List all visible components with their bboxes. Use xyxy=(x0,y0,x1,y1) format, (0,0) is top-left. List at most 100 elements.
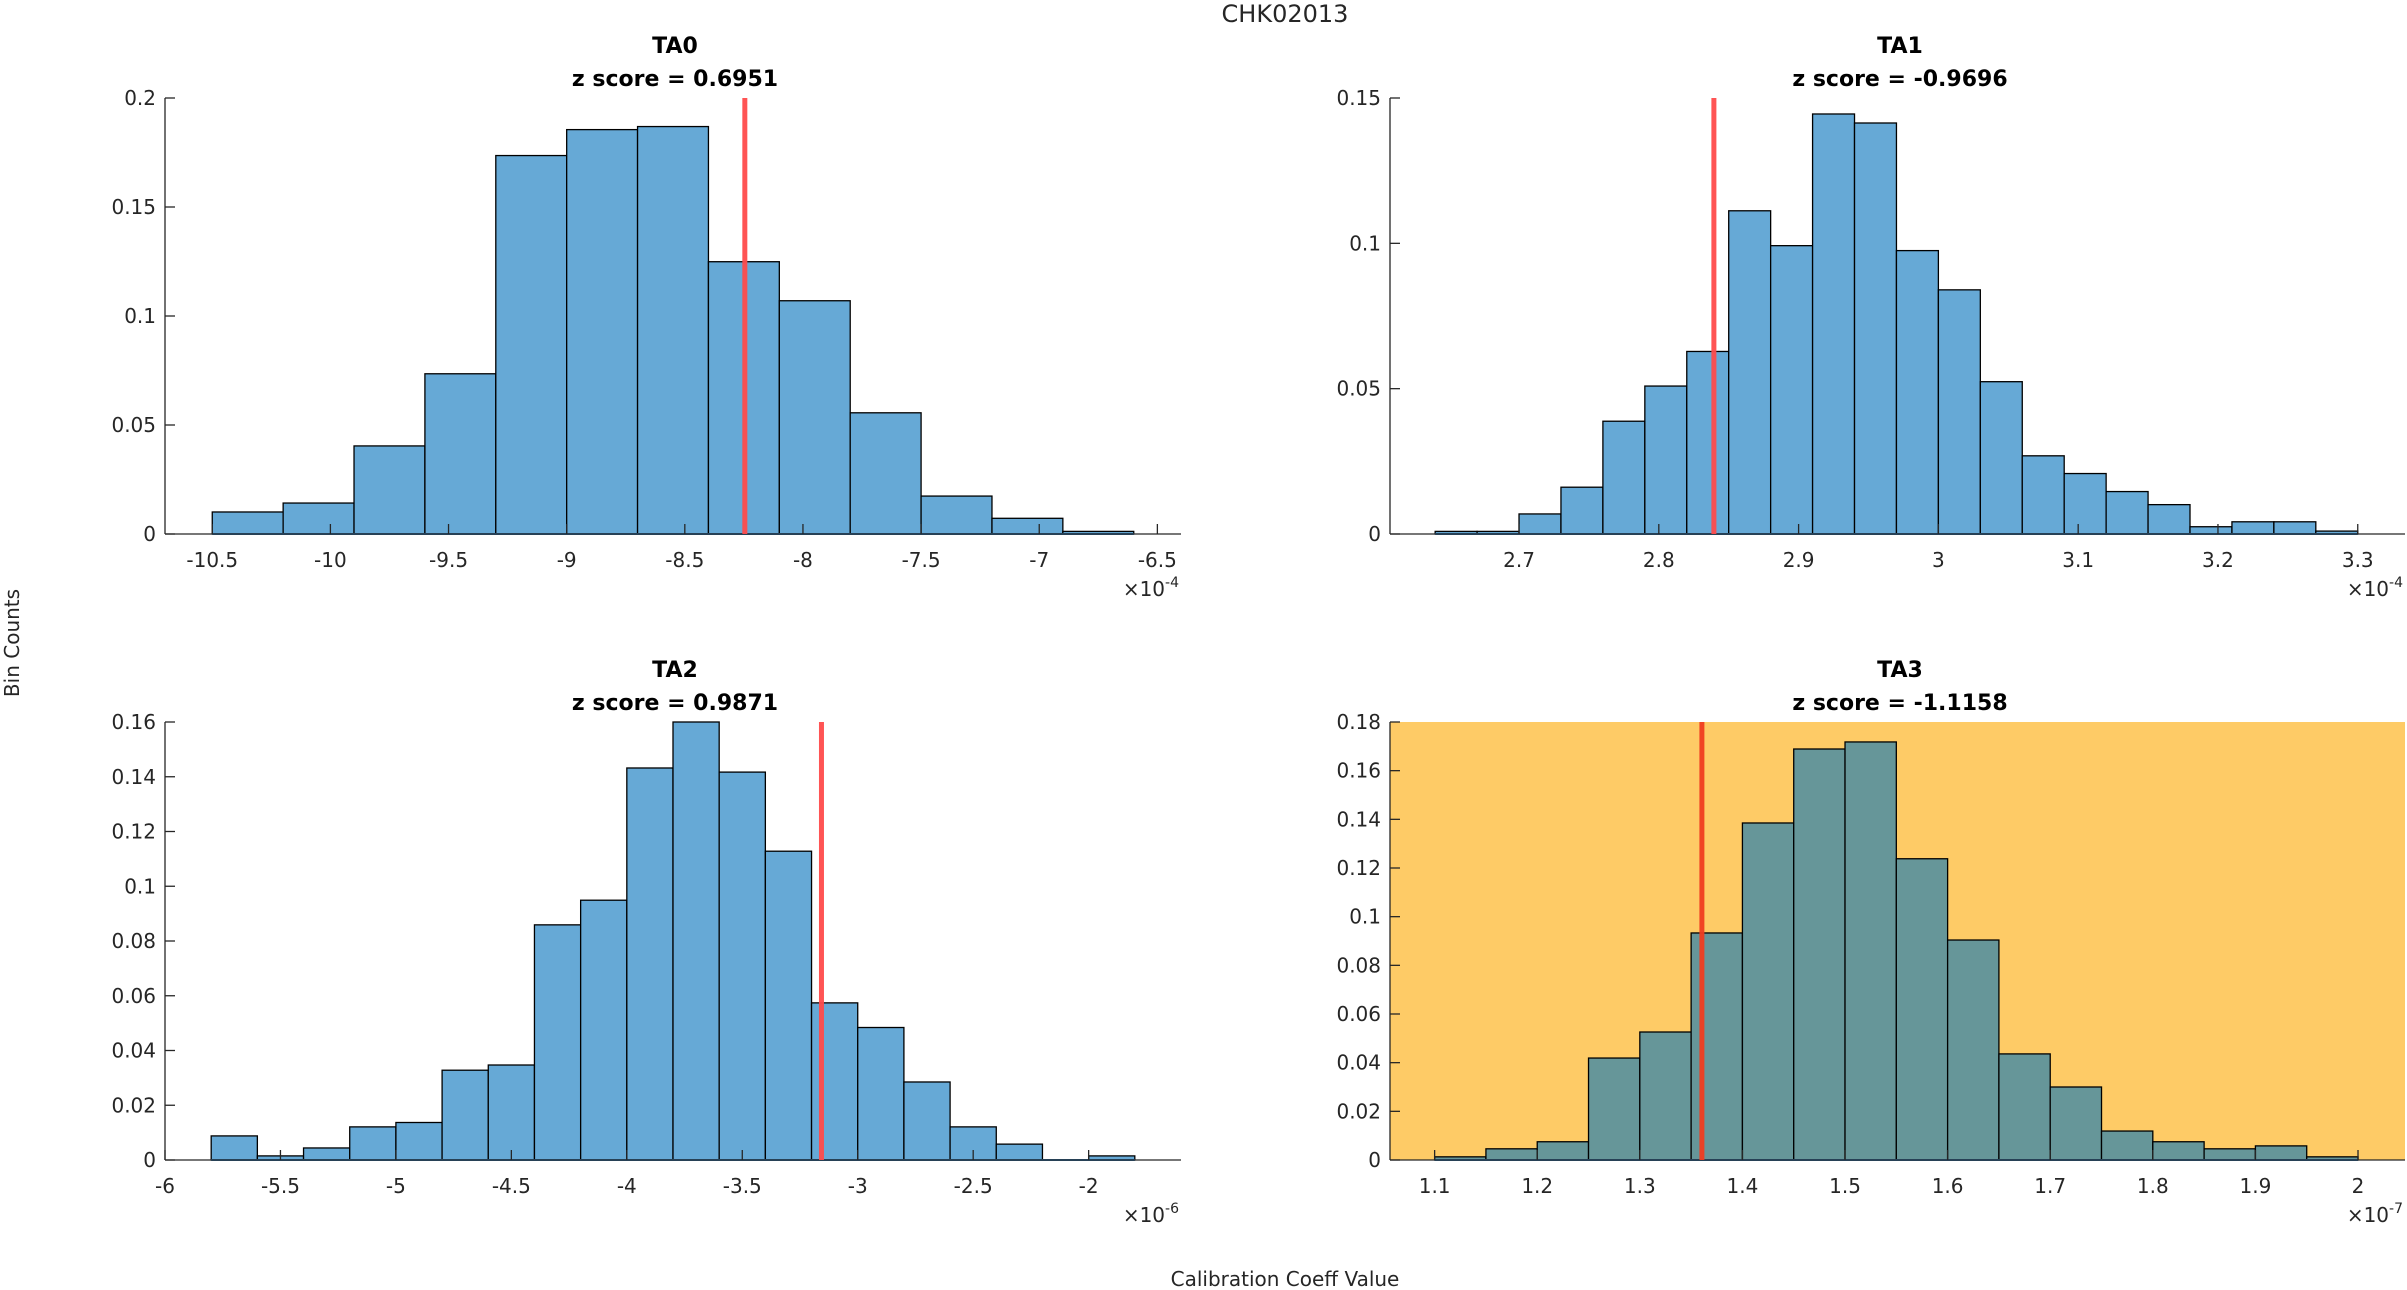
histogram-bar xyxy=(1485,1148,1538,1161)
histogram-bar xyxy=(487,1064,536,1161)
x-tick-label: -5 xyxy=(386,1174,406,1198)
y-tick-label: 0.02 xyxy=(1336,1099,1381,1123)
panel-title: TA3 xyxy=(1877,658,1923,683)
x-tick-label: -10 xyxy=(314,548,347,572)
y-tick-label: 0.12 xyxy=(1336,856,1381,880)
y-tick-label: 0.15 xyxy=(1336,86,1381,110)
x-tick-label: 3.2 xyxy=(2202,548,2234,572)
y-tick-label: 0.02 xyxy=(111,1093,156,1117)
x-tick-label: 1.9 xyxy=(2240,1174,2272,1198)
x-tick-label: -7.5 xyxy=(902,548,941,572)
histogram-bar xyxy=(1895,858,1949,1161)
y-tick-label: 0.16 xyxy=(1336,759,1381,783)
histogram-bar xyxy=(1937,289,1981,535)
x-tick-label: 1.1 xyxy=(1419,1174,1451,1198)
histogram-bar xyxy=(1639,1031,1692,1161)
histogram-bar xyxy=(2189,526,2233,535)
panel-title: TA1 xyxy=(1877,34,1923,59)
histogram-bar xyxy=(424,373,497,535)
histogram-bar xyxy=(778,300,851,535)
y-tick-label: 0.06 xyxy=(111,984,156,1008)
y-tick-label: 0.14 xyxy=(111,765,156,789)
histogram-bar xyxy=(210,1135,259,1161)
y-tick-label: 0.15 xyxy=(111,195,156,219)
x-tick-label: 1.2 xyxy=(1521,1174,1553,1198)
histogram-bar xyxy=(1946,939,2000,1161)
x-tick-label: 2.7 xyxy=(1503,548,1535,572)
histogram-bar xyxy=(1979,381,2023,535)
y-tick-label: 0 xyxy=(1368,1148,1381,1172)
x-tick-label: -2.5 xyxy=(954,1174,993,1198)
x-tick-label: -9.5 xyxy=(429,548,468,572)
y-tick-label: 0.08 xyxy=(1336,953,1381,977)
histogram-bar xyxy=(1690,932,1744,1161)
histogram-bar xyxy=(282,502,355,535)
histogram-bar xyxy=(302,1147,351,1161)
histogram-bar xyxy=(1998,1053,2051,1161)
panel-z-score: z score = -0.9696 xyxy=(1792,67,2007,92)
histogram-bar xyxy=(2021,455,2065,535)
histogram-bar xyxy=(2203,1148,2257,1161)
x-exponent-label: ×10-4 xyxy=(2347,575,2403,601)
histogram-bar xyxy=(353,445,426,535)
panel-title: TA0 xyxy=(652,34,698,59)
histogram-bar xyxy=(1518,513,1562,535)
x-tick-label: -6.5 xyxy=(1138,548,1177,572)
histogram-bar xyxy=(566,128,639,535)
panel-ta1: 0 0.05 0.1 0.15 2.7 2.8 2.9 3 3.1 3.2 3.3 ×10-4 TA1 z… xyxy=(1336,34,2405,601)
histogram-bar xyxy=(672,721,720,1161)
y-tick-label: 0.04 xyxy=(1336,1051,1381,1075)
histogram-bar xyxy=(2254,1145,2308,1161)
histogram-bar xyxy=(211,511,284,535)
x-exponent-label: ×10-6 xyxy=(1123,1201,1179,1227)
x-tick-label: -4.5 xyxy=(492,1174,531,1198)
histogram-bar xyxy=(2063,472,2107,535)
y-tick-label: 0.16 xyxy=(111,710,156,734)
histogram-bar xyxy=(2049,1086,2103,1161)
histogram-bar xyxy=(1602,420,1646,535)
y-tick-label: 0.18 xyxy=(1336,710,1381,734)
panel-z-score: z score = 0.9871 xyxy=(572,691,778,716)
histogram-bar xyxy=(1728,210,1772,535)
histogram-bar xyxy=(1853,122,1898,535)
y-tick-label: 0.2 xyxy=(124,86,156,110)
x-exponent-label: ×10-4 xyxy=(1123,575,1179,601)
y-tick-label: 0.14 xyxy=(1336,807,1381,831)
y-tick-label: 0.1 xyxy=(1349,905,1381,929)
histogram-bar xyxy=(857,1026,905,1161)
histogram-bar xyxy=(1686,350,1730,535)
panel-title: TA2 xyxy=(652,658,698,683)
figure-x-label: Calibration Coeff Value xyxy=(1171,1267,1400,1290)
histogram-bar xyxy=(441,1069,489,1161)
x-tick-label: -7 xyxy=(1029,548,1049,572)
x-tick-label: -2 xyxy=(1079,1174,1099,1198)
histogram-bar xyxy=(1844,741,1897,1161)
x-tick-label: -3.5 xyxy=(723,1174,762,1198)
y-tick-label: 0.05 xyxy=(111,413,156,437)
histogram-bar xyxy=(636,125,710,535)
histogram-bar xyxy=(1769,245,1814,535)
panel-ta0: 0 0.05 0.1 0.15 0.2 -10.5 -10 -9.5 -9 -8.5 -8 -7.5 -… xyxy=(111,34,1181,601)
y-tick-label: 0.12 xyxy=(111,820,156,844)
figure-title: CHK02013 xyxy=(1222,0,1349,28)
histogram-bar xyxy=(764,850,813,1161)
x-tick-label: 3.1 xyxy=(2062,548,2094,572)
x-tick-label: -9 xyxy=(557,548,577,572)
histogram-bar xyxy=(1536,1141,1590,1161)
x-tick-label: 2.8 xyxy=(1643,548,1675,572)
histogram-bar xyxy=(991,517,1064,535)
x-exponent-label: ×10-7 xyxy=(2347,1201,2403,1227)
histogram-bar xyxy=(1895,249,1940,535)
y-tick-label: 0.1 xyxy=(124,304,156,328)
histogram-bar xyxy=(2152,1141,2205,1161)
x-tick-label: -10.5 xyxy=(186,548,238,572)
panel-z-score: z score = 0.6951 xyxy=(572,67,778,92)
histogram-bar xyxy=(395,1121,443,1161)
y-tick-label: 0 xyxy=(1368,522,1381,546)
y-tick-label: 0.05 xyxy=(1336,377,1381,401)
x-tick-label: -6 xyxy=(155,1174,175,1198)
histogram-bar xyxy=(349,1126,397,1161)
figure-y-label: Bin Counts xyxy=(0,589,24,697)
panel-ta3: 0 0.02 0.04 0.06 0.08 0.1 0.12 0.14 0.16 0.18 1.1 1… xyxy=(1336,658,2405,1227)
histogram-bar xyxy=(810,1002,859,1161)
